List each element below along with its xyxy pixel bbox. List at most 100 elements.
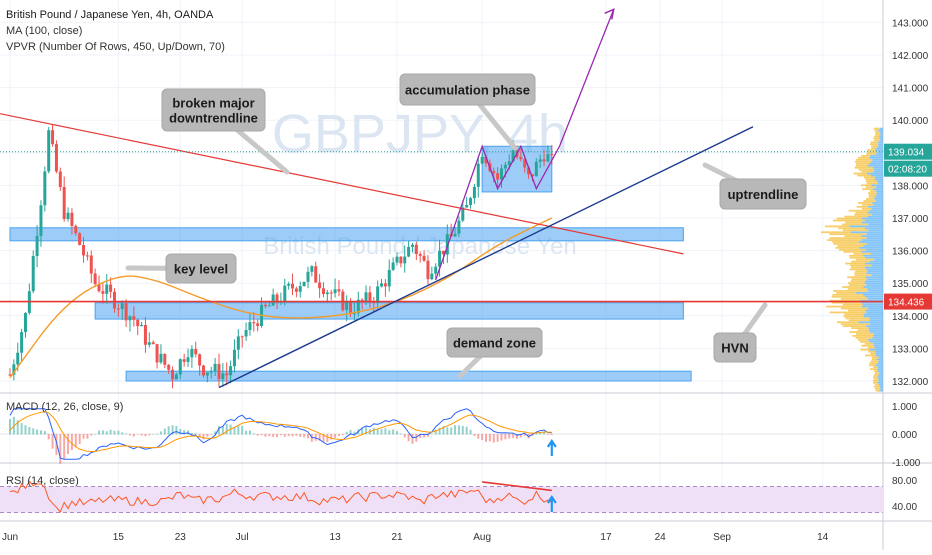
vpvr-bar-down bbox=[869, 323, 883, 326]
macd-histogram-bar bbox=[74, 434, 77, 447]
price-tick-label: 137.000 bbox=[892, 214, 929, 225]
vpvr-bar-down bbox=[874, 176, 883, 179]
macd-histogram-bar bbox=[512, 434, 515, 438]
vpvr-bar-up bbox=[856, 258, 875, 261]
vpvr-bar-down bbox=[864, 262, 883, 265]
callout-uptrendline[interactable]: uptrendline bbox=[702, 162, 807, 210]
vpvr-bar-down bbox=[868, 329, 883, 331]
vpvr-bar-down bbox=[877, 366, 883, 369]
candle-body bbox=[345, 302, 349, 311]
candle-body bbox=[217, 363, 221, 380]
vpvr-bar-up bbox=[873, 127, 881, 130]
time-tick-label: 24 bbox=[655, 532, 667, 543]
vpvr-bar-down bbox=[866, 268, 883, 271]
vpvr-bar-down bbox=[863, 293, 883, 296]
vpvr-bar-up bbox=[868, 192, 877, 195]
vpvr-bar-down bbox=[867, 211, 883, 214]
last-price-badge: 139.034 bbox=[884, 143, 932, 160]
vpvr-bar-up bbox=[858, 202, 873, 204]
macd-histogram-bar bbox=[167, 426, 170, 435]
macd-histogram-bar bbox=[9, 419, 11, 435]
candle-body bbox=[445, 234, 449, 255]
candle-body bbox=[325, 292, 329, 295]
macd-tick-label: 1.000 bbox=[892, 402, 917, 413]
vpvr-bar-down bbox=[877, 381, 883, 384]
vpvr-bar-up bbox=[856, 205, 869, 208]
macd-histogram-bar bbox=[237, 425, 240, 435]
vpvr-bar-down bbox=[879, 131, 883, 134]
vpvr-bar-up bbox=[873, 374, 879, 376]
macd-histogram-bar bbox=[148, 434, 151, 436]
chart-title: British Pound / Japanese Yen, 4h, OANDA bbox=[6, 9, 214, 21]
vpvr-bar-down bbox=[859, 299, 883, 302]
callout-accumulation-phase[interactable]: accumulation phase bbox=[399, 73, 536, 151]
vpvr-bar-up bbox=[860, 184, 872, 187]
vpvr-bar-up bbox=[848, 284, 867, 286]
callout-hvn[interactable]: HVN bbox=[713, 302, 768, 363]
macd-histogram-bar bbox=[159, 431, 162, 435]
candle-body bbox=[387, 269, 391, 287]
vpvr-bar-up bbox=[835, 246, 860, 249]
vpvr-bar-up bbox=[868, 194, 877, 196]
candle-body bbox=[298, 286, 302, 292]
vpvr-bar-down bbox=[879, 135, 883, 138]
vpvr-bar-down bbox=[862, 303, 883, 306]
macd-histogram-bar bbox=[245, 430, 248, 435]
vpvr-bar-up bbox=[864, 176, 875, 179]
vpvr-bar-down bbox=[871, 184, 883, 187]
vpvr-bar-up bbox=[867, 149, 875, 151]
vpvr-bar-down bbox=[878, 374, 883, 376]
candle-body bbox=[314, 266, 318, 283]
candle-body bbox=[383, 283, 387, 287]
candle-body bbox=[252, 322, 256, 324]
macd-histogram-bar bbox=[318, 434, 321, 441]
vpvr-bar-up bbox=[874, 372, 880, 374]
candle-body bbox=[356, 299, 360, 314]
candle-body bbox=[534, 161, 538, 177]
candle-body bbox=[105, 284, 109, 294]
vpvr-bar-down bbox=[871, 252, 883, 255]
vpvr-bar-down bbox=[867, 215, 883, 218]
candle-body bbox=[198, 354, 202, 366]
vpvr-bar-down bbox=[861, 217, 883, 220]
macd-histogram-bar bbox=[248, 430, 251, 435]
candle-body bbox=[225, 373, 229, 376]
callout-demand-zone[interactable]: demand zone bbox=[446, 327, 543, 379]
vpvr-bar-down bbox=[880, 139, 883, 142]
vpvr-bar-down bbox=[877, 182, 883, 185]
vpvr-bar-up bbox=[832, 293, 864, 296]
vpvr-bar-down bbox=[871, 160, 883, 163]
candle-body bbox=[391, 262, 395, 270]
macd-histogram-bar bbox=[376, 429, 379, 435]
vpvr-bar-up bbox=[867, 151, 878, 153]
candle-body bbox=[267, 305, 271, 307]
vpvr-bar-down bbox=[861, 250, 883, 253]
candle-body bbox=[492, 171, 496, 174]
macd-histogram-bar bbox=[372, 427, 375, 435]
vpvr-bar-down bbox=[871, 207, 883, 210]
vpvr-bar-down bbox=[873, 170, 883, 173]
callout-key-level[interactable]: key level bbox=[125, 253, 237, 284]
candle-body bbox=[453, 233, 457, 237]
vpvr-bar-down bbox=[878, 356, 883, 359]
macd-histogram-bar bbox=[306, 434, 309, 439]
vpvr-bar-down bbox=[865, 295, 883, 298]
macd-histogram-bar bbox=[353, 431, 356, 435]
vpvr-bar-up bbox=[855, 270, 868, 273]
macd-label: MACD (12, 26, close, 9) bbox=[6, 401, 123, 413]
vpvr-bar-down bbox=[866, 243, 883, 245]
time-tick-label: 15 bbox=[113, 532, 125, 543]
vpvr-bar-down bbox=[868, 223, 883, 226]
macd-histogram-bar bbox=[144, 434, 147, 437]
candle-body bbox=[469, 198, 473, 205]
vpvr-bar-down bbox=[874, 149, 883, 151]
vpvr-bar-down bbox=[879, 137, 883, 140]
candle-body bbox=[8, 374, 12, 376]
vpvr-bar-up bbox=[855, 158, 873, 161]
vpvr-bar-down bbox=[867, 297, 883, 300]
vpvr-bar-down bbox=[876, 358, 883, 361]
vpvr-bar-down bbox=[865, 309, 883, 312]
vpvr-bar-down bbox=[872, 166, 883, 169]
